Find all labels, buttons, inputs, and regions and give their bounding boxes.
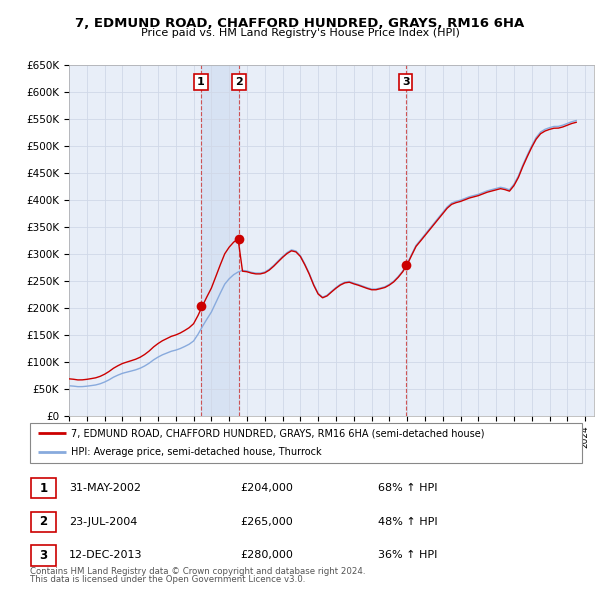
Text: £204,000: £204,000	[240, 483, 293, 493]
Text: 2: 2	[40, 515, 47, 529]
Bar	[201, 65, 239, 416]
Text: 36% ↑ HPI: 36% ↑ HPI	[378, 550, 437, 560]
Text: 12-DEC-2013: 12-DEC-2013	[69, 550, 143, 560]
Text: 68% ↑ HPI: 68% ↑ HPI	[378, 483, 437, 493]
FancyBboxPatch shape	[31, 512, 56, 532]
Text: £265,000: £265,000	[240, 517, 293, 527]
Text: 3: 3	[40, 549, 47, 562]
FancyBboxPatch shape	[31, 478, 56, 499]
Text: Price paid vs. HM Land Registry's House Price Index (HPI): Price paid vs. HM Land Registry's House …	[140, 28, 460, 38]
Text: 2: 2	[235, 77, 243, 87]
Text: 1: 1	[40, 481, 47, 495]
Text: 48% ↑ HPI: 48% ↑ HPI	[378, 517, 437, 527]
Text: 23-JUL-2004: 23-JUL-2004	[69, 517, 137, 527]
Text: This data is licensed under the Open Government Licence v3.0.: This data is licensed under the Open Gov…	[30, 575, 305, 584]
FancyBboxPatch shape	[31, 545, 56, 566]
Text: Contains HM Land Registry data © Crown copyright and database right 2024.: Contains HM Land Registry data © Crown c…	[30, 567, 365, 576]
Text: 31-MAY-2002: 31-MAY-2002	[69, 483, 141, 493]
Text: 3: 3	[402, 77, 410, 87]
Text: £280,000: £280,000	[240, 550, 293, 560]
Text: 7, EDMUND ROAD, CHAFFORD HUNDRED, GRAYS, RM16 6HA (semi-detached house): 7, EDMUND ROAD, CHAFFORD HUNDRED, GRAYS,…	[71, 428, 485, 438]
Text: HPI: Average price, semi-detached house, Thurrock: HPI: Average price, semi-detached house,…	[71, 447, 322, 457]
Text: 7, EDMUND ROAD, CHAFFORD HUNDRED, GRAYS, RM16 6HA: 7, EDMUND ROAD, CHAFFORD HUNDRED, GRAYS,…	[76, 17, 524, 30]
Text: 1: 1	[197, 77, 205, 87]
FancyBboxPatch shape	[30, 423, 582, 463]
